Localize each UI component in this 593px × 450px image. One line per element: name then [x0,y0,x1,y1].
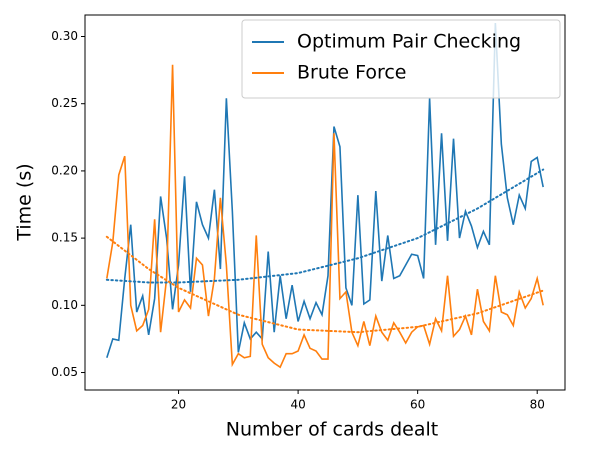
series-line [106,64,544,369]
x-tick-label: 80 [530,398,545,412]
y-axis-label: Time (s) [14,163,36,241]
series-line [106,23,544,358]
x-tick-label: 20 [171,398,186,412]
trend-line [105,168,545,284]
x-tick-label: 60 [410,398,425,412]
y-tick-label: 0.10 [51,298,78,312]
y-tick-label: 0.15 [51,231,78,245]
x-axis-label: Number of cards dealt [226,419,438,441]
axes-frame [84,14,566,391]
y-tick-label: 0.05 [51,365,78,379]
legend-label: Brute Force [297,62,406,84]
legend-label: Optimum Pair Checking [297,31,521,53]
x-tick-label: 40 [290,398,305,412]
legend-box [241,19,561,99]
y-tick-label: 0.30 [51,29,78,43]
y-tick-label: 0.25 [51,96,78,110]
trend-line [105,235,545,334]
y-tick-label: 0.20 [51,163,78,177]
